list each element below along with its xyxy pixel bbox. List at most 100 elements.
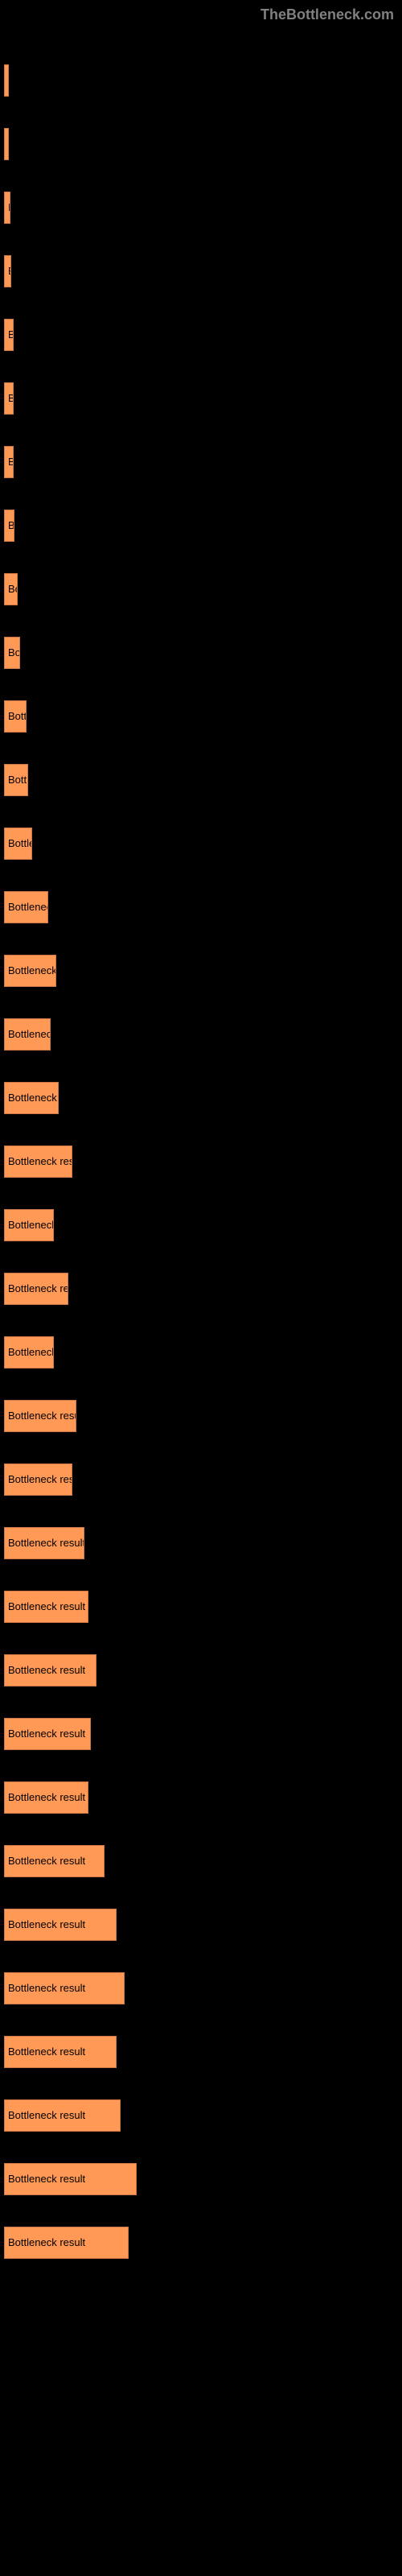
chart-bar: Bottleneck result [4,1591,88,1623]
chart-bar: Bottleneck result [4,955,56,987]
chart-bar: Bottleneck result [4,1336,54,1368]
chart-bar: Bottleneck result [4,1146,72,1178]
chart-bar: Bottleneck result [4,2163,137,2195]
bar-row: Bottleneck result [4,112,402,175]
bar-label: Bottleneck result [8,710,27,722]
bar-label: Bottleneck result [8,2046,85,2058]
bar-label: Bottleneck result [8,1600,85,1612]
chart-bar: Bottleneck result [4,1654,96,1686]
bar-row: Bottleneck result [4,1066,402,1129]
bar-label: Bottleneck result [8,1791,85,1803]
bar-label: Bottleneck result [8,646,20,658]
chart-bar: Bottleneck result [4,891,48,923]
chart-bar: Bottleneck result [4,1718,91,1750]
bar-chart: Bottleneck result Bottleneck result Bottle… [0,0,402,2274]
chart-bar: Bottleneck result [4,1209,54,1241]
bar-label: Bottleneck result [8,1282,68,1294]
chart-bar: Bottleneck result [4,510,14,542]
bar-label: Bottleneck result [8,1028,51,1040]
chart-bar: Bottleneck result [4,573,18,605]
chart-bar: Bottleneck result [4,319,14,351]
bar-row: Bottleneck result [4,1002,402,1066]
bar-label: Bottleneck result [8,1092,59,1104]
bar-row: Bottleneck result [4,939,402,1002]
bar-label: Bottleneck result [8,1728,85,1740]
chart-bar: Bottleneck result [4,64,9,97]
bar-row: Bottleneck result [4,175,402,239]
chart-bar: Bottleneck result [4,128,9,160]
chart-bar: Bottleneck result [4,382,14,415]
bar-label: Bottleneck result [8,265,11,277]
bar-row: Bottleneck result [4,2020,402,2083]
bar-row: Bottleneck result [4,366,402,430]
chart-bar: Bottleneck result [4,1018,51,1051]
bar-label: Bottleneck result [8,1918,85,1930]
bar-label: Bottleneck result [8,837,32,849]
bar-row: Bottleneck result [4,1829,402,1893]
bar-row: Bottleneck result [4,621,402,684]
bar-row: Bottleneck result [4,1575,402,1638]
bar-row: Bottleneck result [4,239,402,303]
bar-row: Bottleneck result [4,748,402,811]
chart-bar: Bottleneck result [4,2227,129,2259]
bar-label: Bottleneck result [8,1346,54,1358]
bar-label: Bottleneck result [8,1473,72,1485]
chart-bar: Bottleneck result [4,2036,117,2068]
bar-row: Bottleneck result [4,875,402,939]
chart-bar: Bottleneck result [4,1972,125,2004]
chart-bar: Bottleneck result [4,2099,121,2132]
bar-row: Bottleneck result [4,684,402,748]
bar-label: Bottleneck result [8,901,48,913]
bar-label: Bottleneck result [8,2173,85,2185]
bar-label: Bottleneck result [8,1855,85,1867]
bar-label: Bottleneck result [8,1537,84,1549]
bar-label: Bottleneck result [8,74,9,86]
bar-row: Bottleneck result [4,1893,402,1956]
bar-row: Bottleneck result [4,557,402,621]
bar-label: Bottleneck result [8,392,14,404]
chart-bar: Bottleneck result [4,1463,72,1496]
bar-row: Bottleneck result [4,1511,402,1575]
bar-label: Bottleneck result [8,201,10,213]
chart-bar: Bottleneck result [4,828,32,860]
bar-row: Bottleneck result [4,1447,402,1511]
bar-row: Bottleneck result [4,303,402,366]
bar-label: Bottleneck result [8,2109,85,2121]
bar-row: Bottleneck result [4,1257,402,1320]
bar-row: Bottleneck result [4,1638,402,1702]
bar-label: Bottleneck result [8,328,14,341]
chart-bar: Bottleneck result [4,1527,84,1559]
chart-bar: Bottleneck result [4,1781,88,1814]
bar-row: Bottleneck result [4,430,402,493]
bar-row: Bottleneck result [4,1193,402,1257]
bar-row: Bottleneck result [4,2083,402,2147]
bar-label: Bottleneck result [8,1155,72,1167]
bar-row: Bottleneck result [4,1765,402,1829]
chart-bar: Bottleneck result [4,1909,117,1941]
bar-row: Bottleneck result [4,1384,402,1447]
chart-bar: Bottleneck result [4,192,10,224]
bar-row: Bottleneck result [4,2147,402,2211]
bar-label: Bottleneck result [8,1410,76,1422]
bar-row: Bottleneck result [4,2211,402,2274]
chart-bar: Bottleneck result [4,1845,105,1877]
bar-row: Bottleneck result [4,1320,402,1384]
bar-label: Bottleneck result [8,456,14,468]
bar-label: Bottleneck result [8,2236,85,2248]
chart-bar: Bottleneck result [4,764,28,796]
chart-bar: Bottleneck result [4,1082,59,1114]
bar-label: Bottleneck result [8,1219,54,1231]
chart-bar: Bottleneck result [4,637,20,669]
watermark-text: TheBottleneck.com [260,6,394,23]
bar-row: Bottleneck result [4,1702,402,1765]
bar-row: Bottleneck result [4,493,402,557]
chart-bar: Bottleneck result [4,700,27,733]
chart-bar: Bottleneck result [4,255,11,287]
bar-label: Bottleneck result [8,583,18,595]
bar-label: Bottleneck result [8,519,14,531]
bar-row: Bottleneck result [4,1129,402,1193]
bar-label: Bottleneck result [8,964,56,976]
bar-label: Bottleneck result [8,138,9,150]
bar-label: Bottleneck result [8,774,28,786]
bar-row: Bottleneck result [4,1956,402,2020]
